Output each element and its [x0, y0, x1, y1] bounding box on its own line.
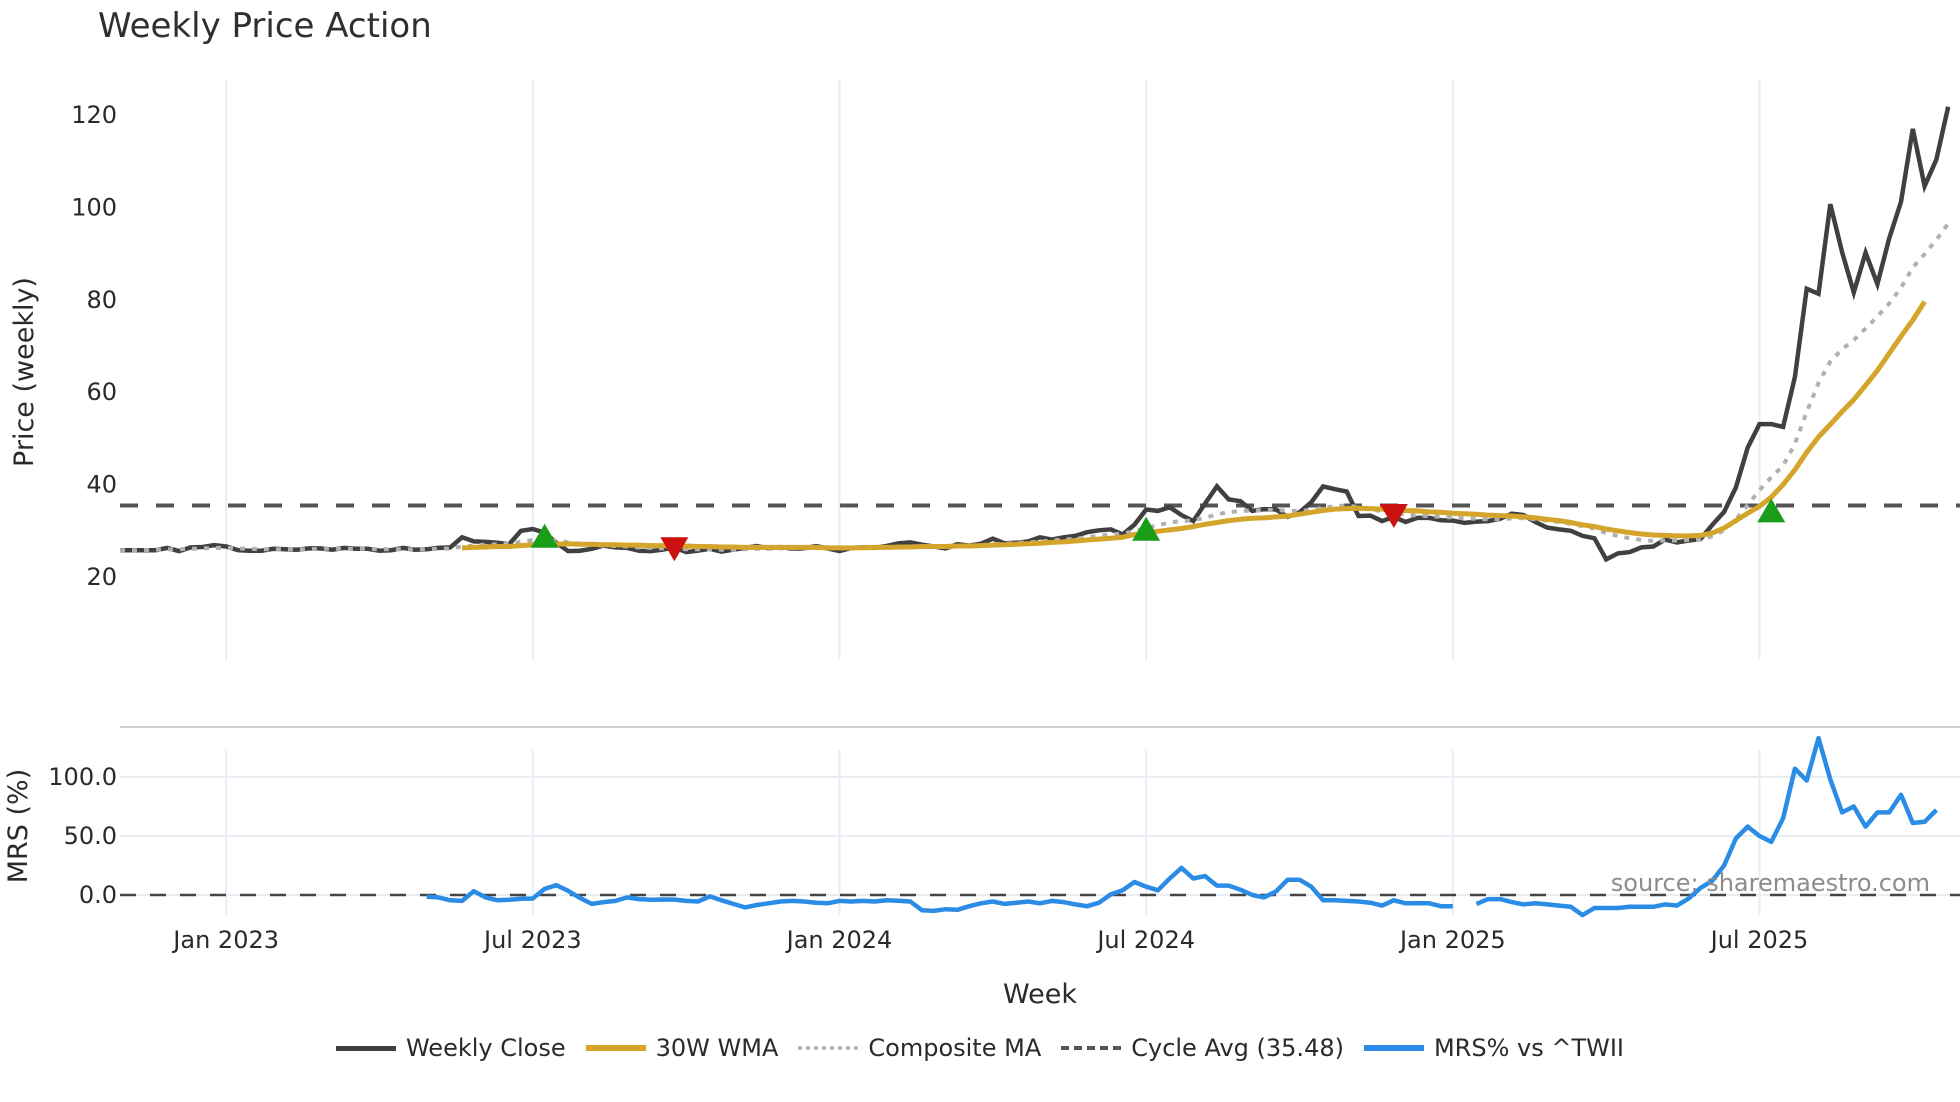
y-tick-label: 80 — [86, 286, 117, 314]
mrs-y-axis-title: MRS (%) — [3, 769, 34, 884]
legend: Weekly Close 30W WMA Composite MA Cycle Avg… — [0, 1034, 1960, 1062]
x-axis: Jan 2023 Jul 2023 Jan 2024 Jul 2024 Jan 2025… — [171, 926, 1808, 954]
price-y-axis: 20 40 60 80 100 120 — [71, 101, 117, 591]
x-tick-label: Jul 2024 — [1095, 926, 1195, 954]
signal-markers — [530, 498, 1786, 562]
price-y-axis-title: Price (weekly) — [9, 277, 40, 467]
y-tick-label: 0.0 — [79, 881, 117, 909]
sell-signal-marker — [1379, 504, 1408, 529]
y-tick-label: 50.0 — [64, 822, 117, 850]
buy-signal-marker — [1132, 516, 1161, 541]
x-tick-label: Jul 2025 — [1709, 926, 1809, 954]
legend-label: Weekly Close — [405, 1034, 566, 1062]
legend-swatch — [798, 1046, 859, 1050]
mrs-series — [426, 735, 1938, 918]
30w-wma-line — [461, 300, 1927, 551]
legend-swatch — [1363, 1045, 1424, 1051]
y-tick-label: 60 — [86, 378, 117, 406]
chart-title: Weekly Price Action — [98, 6, 432, 46]
buy-signal-marker — [1757, 498, 1786, 523]
legend-label: Composite MA — [868, 1034, 1042, 1062]
mrs-line — [426, 735, 1938, 918]
legend-swatch — [1061, 1046, 1122, 1050]
x-tick-label: Jan 2024 — [785, 926, 893, 954]
y-tick-label: 40 — [86, 471, 117, 499]
legend-item-wma[interactable]: 30W WMA — [585, 1034, 779, 1062]
buy-signal-marker — [530, 523, 559, 548]
price-series — [120, 106, 1951, 563]
legend-item-cycle-avg[interactable]: Cycle Avg (35.48) — [1061, 1034, 1344, 1062]
legend-item-weekly-close[interactable]: Weekly Close — [335, 1034, 566, 1062]
weekly-close-line — [120, 106, 1951, 563]
y-tick-label: 20 — [86, 563, 117, 591]
x-axis-title: Week — [1003, 979, 1077, 1010]
y-tick-label: 120 — [71, 101, 117, 129]
sell-signal-marker — [660, 537, 689, 562]
x-tick-label: Jan 2025 — [1398, 926, 1506, 954]
y-tick-label: 100.0 — [48, 763, 117, 791]
legend-swatch — [335, 1045, 396, 1051]
legend-item-mrs[interactable]: MRS% vs ^TWII — [1363, 1034, 1625, 1062]
legend-label: 30W WMA — [655, 1034, 779, 1062]
x-tick-label: Jul 2023 — [482, 926, 582, 954]
legend-swatch — [585, 1045, 646, 1051]
mrs-y-axis: 0.0 50.0 100.0 — [48, 763, 117, 909]
source-note: source: sharemaestro.com — [1611, 869, 1930, 897]
x-tick-label: Jan 2023 — [171, 926, 279, 954]
composite-ma-line — [120, 222, 1950, 553]
price-panel-grid — [225, 80, 1761, 660]
legend-label: MRS% vs ^TWII — [1433, 1034, 1625, 1062]
legend-item-composite[interactable]: Composite MA — [798, 1034, 1041, 1062]
y-tick-label: 100 — [71, 193, 117, 221]
legend-label: Cycle Avg (35.48) — [1131, 1034, 1344, 1062]
